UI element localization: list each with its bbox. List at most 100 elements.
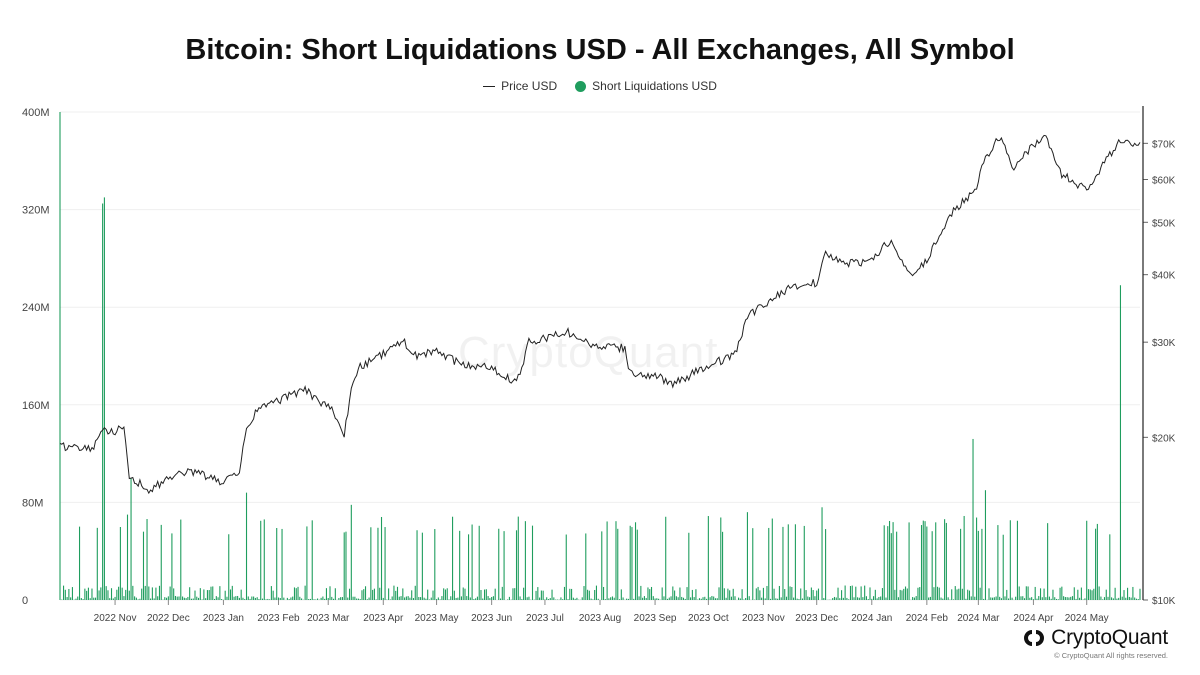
liquidation-bar (142, 531, 145, 600)
liquidation-bar (816, 590, 818, 600)
liquidation-bar (631, 527, 633, 600)
liquidation-bar (155, 587, 157, 600)
liquidation-bar (878, 596, 880, 600)
liquidation-bar (782, 526, 784, 600)
liquidation-bar (805, 590, 807, 600)
liquidation-bar (167, 596, 169, 600)
liquidation-bar (615, 521, 617, 600)
liquidation-bar (292, 596, 294, 600)
liquidation-bar (416, 530, 418, 600)
liquidation-bar (324, 598, 326, 600)
liquidation-bar (727, 588, 729, 600)
liquidation-bar (229, 589, 232, 600)
liquidation-bar (190, 598, 192, 600)
liquidation-bar (430, 597, 432, 600)
liquidation-bar (1084, 598, 1086, 600)
liquidation-bar (569, 588, 571, 600)
liquidation-bar (549, 598, 551, 600)
liquidation-bar (1015, 596, 1017, 600)
liquidation-bar (761, 597, 763, 600)
liquidation-bar (1022, 596, 1024, 600)
liquidation-bar (128, 590, 130, 600)
liquidation-bar (1061, 586, 1063, 600)
liquidation-bar (714, 598, 717, 600)
liquidation-bar (880, 596, 882, 600)
liquidation-bar (519, 596, 521, 600)
legend-line-icon (483, 85, 496, 87)
legend-label-price: Price USD (501, 79, 558, 93)
liquidation-bar (755, 588, 757, 600)
liquidation-bar (777, 598, 779, 600)
liquidation-bar (126, 514, 129, 600)
liquidation-bar (384, 527, 386, 600)
liquidation-bar (702, 597, 704, 600)
liquidation-bar (912, 597, 914, 600)
liquidation-bar (94, 597, 97, 600)
liquidation-bar (494, 588, 496, 600)
liquidation-bar (1075, 598, 1077, 600)
liquidation-bar (135, 597, 137, 600)
liquidation-bar (972, 438, 974, 600)
liquidation-bar (508, 596, 510, 600)
liquidation-bar (1043, 588, 1045, 600)
liquidation-bar (825, 529, 827, 600)
liquidation-bar (212, 586, 214, 600)
legend-item-price[interactable]: Price USD (483, 79, 557, 93)
liquidation-bar (139, 598, 141, 600)
liquidation-bar (778, 585, 780, 600)
liquidation-bar (91, 588, 93, 600)
liquidation-bar (738, 597, 740, 600)
liquidation-bar (469, 597, 471, 600)
liquidation-bar (420, 597, 422, 600)
liquidation-bar (1086, 520, 1088, 600)
liquidation-bar (521, 599, 523, 600)
liquidation-bar (325, 588, 327, 600)
liquidation-bar (450, 596, 452, 600)
liquidation-bar (439, 599, 441, 600)
liquidation-bar (1055, 598, 1058, 600)
liquidation-bar (794, 524, 796, 600)
liquidation-bar (176, 596, 178, 600)
liquidation-bar (261, 598, 264, 600)
liquidation-bar (748, 596, 750, 600)
liquidation-bar (1134, 597, 1136, 600)
liquidation-bar (563, 586, 566, 600)
liquidation-bar (487, 596, 489, 600)
liquidation-bar (700, 598, 702, 600)
liquidation-bar (1048, 596, 1050, 600)
liquidation-bar (645, 597, 647, 600)
liquidation-bar (436, 599, 438, 600)
liquidation-bar (242, 597, 244, 600)
liquidation-bar (1023, 598, 1026, 600)
x-tick-label: 2023 Apr (363, 613, 404, 624)
liquidation-bar (652, 596, 654, 600)
liquidation-bar (789, 586, 791, 600)
liquidation-bar (1020, 596, 1022, 600)
liquidation-bar (1095, 528, 1097, 600)
liquidation-bar (498, 528, 500, 600)
liquidation-bar (322, 596, 324, 600)
liquidation-bar (471, 524, 473, 600)
liquidation-bar (585, 533, 587, 600)
liquidation-bar (1093, 588, 1095, 600)
liquidation-bar (647, 587, 649, 600)
liquidation-bar (340, 597, 342, 600)
liquidation-bar (857, 597, 859, 600)
liquidation-bar (1036, 598, 1038, 600)
liquidation-bar (491, 596, 493, 600)
legend-item-short-liquidations[interactable]: Short Liquidations USD (575, 79, 717, 93)
liquidation-bar (391, 596, 393, 600)
liquidation-bar (151, 587, 153, 600)
liquidation-bar (1135, 598, 1137, 600)
liquidation-bar (977, 530, 979, 600)
liquidation-bar (1050, 598, 1052, 600)
liquidation-bar (199, 588, 201, 600)
liquidation-bar (833, 596, 836, 600)
liquidation-bar (93, 597, 95, 600)
liquidation-bar (123, 596, 125, 600)
chart-legend: Price USD Short Liquidations USD (0, 79, 1200, 93)
liquidation-bar (1041, 597, 1043, 600)
x-tick-label: 2023 Oct (688, 613, 729, 624)
liquidation-bar (617, 528, 619, 600)
